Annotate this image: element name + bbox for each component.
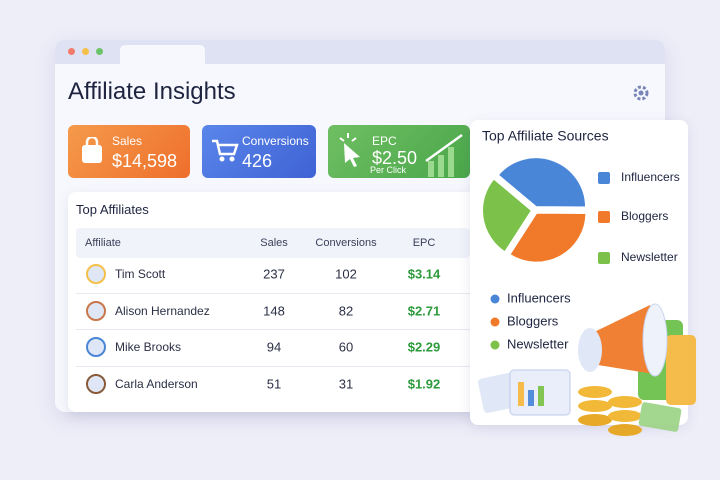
column-header: Affiliate [85,237,121,249]
chart-title: Top Affiliate Sources [482,128,609,144]
source-icon [598,172,610,184]
pie-slice [496,156,588,209]
growth-icon [425,133,463,177]
settings-icon[interactable] [630,82,652,104]
window-dot [96,48,103,55]
kpi-card: Sales $14,598 [68,125,190,178]
avatar [86,373,106,394]
window-dot [82,48,89,55]
illustration [478,303,696,436]
table-cell: $2.29 [407,339,441,355]
table-cell: $2.71 [407,303,441,318]
table-title: Top Affiliates [76,202,149,217]
affiliate-name: Mike Brooks [115,340,182,354]
kpi-label: EPC [372,134,397,148]
avatar [86,264,106,284]
table-cell: 94 [266,339,282,355]
table-cell: 237 [263,266,285,282]
table-cell: 60 [338,339,354,355]
affiliate-name: Carla Anderson [115,376,198,391]
cursor-icon [339,133,360,167]
sources-chart: Top Affiliate Sources Newsletter Newslett… [478,128,696,436]
table-cell: 102 [335,266,357,282]
source-icon [598,252,610,264]
table-cell: 148 [263,303,285,318]
column-header: Conversions [315,237,377,249]
legend-dot [490,317,500,327]
tab[interactable] [120,45,205,64]
kpi-value: 426 [242,151,273,171]
kpi-value: $2.50 [372,148,418,168]
pie-slice [507,211,588,264]
table-cell: 51 [266,376,282,391]
table-cell: $3.14 [407,266,441,282]
source-icon [598,211,610,223]
kpi-card: Conversions 426 [202,125,316,178]
source-label: Influencers [621,170,680,184]
kpi-card: EPC $2.50 Per Click [328,125,470,178]
affiliate-name: Alison Hernandez [115,303,210,318]
kpi-label: Conversions [242,134,309,148]
affiliate-name: Tim Scott [115,267,166,281]
affiliates-card: Top Affiliates Affiliate Sales Conversions… [68,192,478,412]
avatar [86,300,106,321]
page-title: Affiliate Insights [68,78,236,105]
column-header: Sales [260,237,288,249]
row-divider [76,365,470,367]
legend-dot [490,294,500,304]
avatar [86,337,106,357]
row-divider [76,292,470,294]
legend-dot [490,340,500,350]
source-label: Newsletter [621,250,678,264]
source-label: Bloggers [621,209,668,223]
cart-icon [212,139,239,162]
table-cell: 31 [338,376,354,391]
row-divider [76,329,470,330]
table-cell: 82 [338,303,354,318]
legend-label: Newsletter [507,336,569,351]
kpi-value: $14,598 [112,151,178,171]
kpi-label: Sales [112,134,143,148]
bag-icon [82,137,102,163]
legend-label: Bloggers [507,313,559,328]
legend-label: Influencers [507,290,571,305]
kpi-note: Per Click [370,165,407,175]
table-header-row [76,228,470,258]
window-dot [68,48,75,55]
pie-slice [481,176,534,254]
table-cell: $1.92 [407,376,441,391]
column-header: EPC [412,237,436,249]
